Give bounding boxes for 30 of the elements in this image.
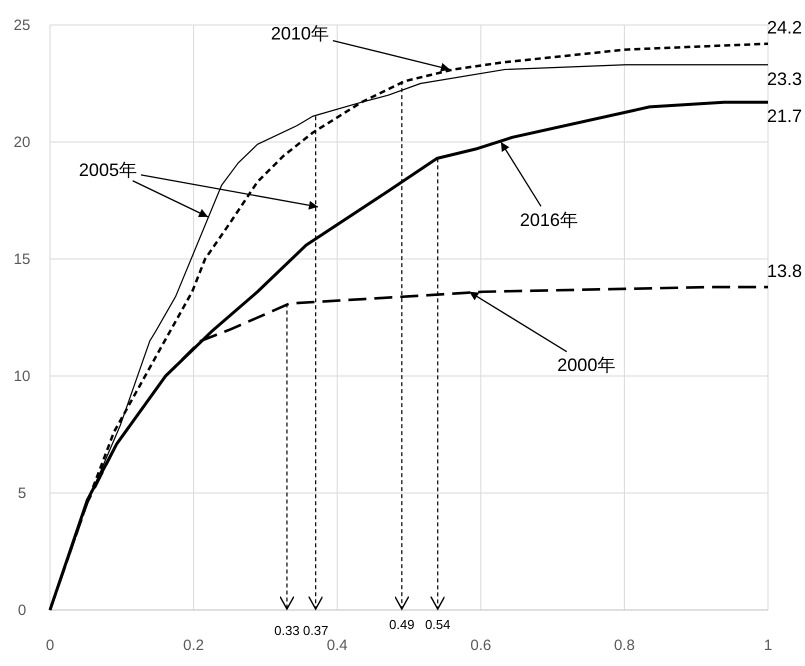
y-tick-label: 15	[14, 251, 30, 268]
annotation: 2016年	[520, 210, 578, 230]
annotation: 2000年	[468, 291, 616, 375]
annotation: 2010年	[270, 23, 450, 72]
data-label: 21.7	[766, 106, 802, 126]
x-tick-label: 0.2	[183, 637, 204, 654]
y-tick-label: 0	[18, 602, 26, 619]
annotation: 2000年	[557, 354, 616, 375]
annotation: 2016年	[500, 142, 578, 230]
data-label: 13.8	[766, 261, 802, 282]
annotation: 2005年	[78, 160, 137, 180]
annotation: 0.49	[389, 81, 414, 632]
y-tick-label: 10	[14, 368, 30, 385]
annotation: 0.54	[425, 158, 450, 632]
data-label: 24.2	[766, 18, 802, 38]
annotation: 0.49	[389, 617, 414, 632]
y-tick-label: 25	[14, 17, 30, 34]
x-tick-label: 1	[764, 637, 772, 654]
y-tick-label: 5	[18, 485, 26, 502]
x-tick-label: 0	[46, 637, 54, 654]
x-tick-label: 0.6	[470, 637, 492, 654]
annotation: 0.33	[274, 623, 300, 638]
annotation: 0.33	[274, 303, 300, 638]
annotation: 2010年	[270, 23, 329, 44]
data-label: 23.3	[766, 68, 802, 89]
x-tick-label: 0.8	[614, 637, 635, 654]
x-tick-label: 0.4	[326, 637, 348, 654]
annotation: 0.54	[425, 617, 450, 632]
y-tick-label: 20	[14, 134, 30, 151]
annotation: 0.37	[303, 623, 328, 638]
